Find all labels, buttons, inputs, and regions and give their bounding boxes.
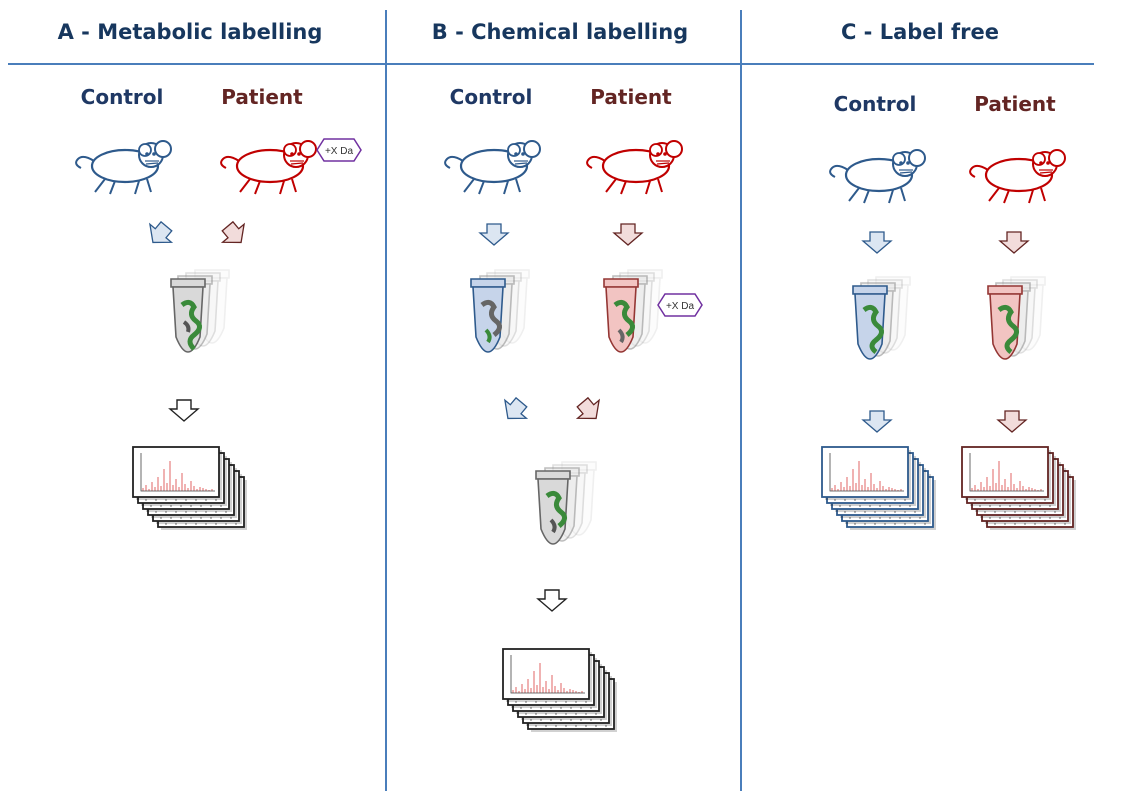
panel-c-patient-ms-arrow: [997, 410, 1027, 433]
panel-a-tube: [170, 269, 230, 353]
panel-b-mass-tag: +X Da: [657, 293, 703, 317]
panel-a-control-label: Control: [80, 85, 164, 109]
panel-c-patient-tube: [987, 276, 1046, 360]
panel-b-control-label: Control: [449, 85, 533, 109]
panel-c-control-spectra-stack: [821, 446, 936, 530]
panel-a-spectra-stack: [132, 446, 247, 530]
panel-b-patient-label: Patient: [590, 85, 672, 109]
panel-b-spectra-stack: [502, 648, 617, 732]
panel-a-ms-arrow: [169, 399, 199, 422]
panel-b-patient-arrow: [613, 223, 643, 246]
panel-a-control-arrow: [141, 216, 178, 253]
panel-a-patient-label: Patient: [221, 85, 303, 109]
panel-b-title: B - Chemical labelling: [431, 20, 689, 44]
panel-b-pooled-tube: [535, 461, 597, 545]
panel-a-title: A - Metabolic labelling: [57, 20, 323, 44]
panel-c-control-tube: [852, 276, 911, 360]
panel-divider-bc: [740, 10, 742, 791]
panel-a-control-mouse: [74, 139, 173, 196]
panel-b-control-arrow: [479, 223, 509, 246]
panel-b-ms-arrow: [537, 589, 567, 612]
panel-a-patient-mouse: [219, 139, 318, 196]
panel-b-mass-tag-text: +X Da: [666, 301, 695, 312]
panel-c-title: C - Label free: [840, 20, 1000, 44]
panel-c-patient-arrow: [999, 231, 1029, 254]
panel-b-patient-mouse: [585, 139, 684, 196]
panel-divider-ab: [385, 10, 387, 791]
panel-a-patient-arrow: [216, 216, 253, 253]
panel-a-mass-tag: +X Da: [316, 138, 362, 162]
panel-c-control-arrow: [862, 231, 892, 254]
panel-c-patient-spectra-stack: [961, 446, 1076, 530]
panel-a-mass-tag-text: +X Da: [325, 146, 354, 157]
panel-c-patient-mouse: [968, 148, 1067, 205]
panel-b-control-tube: [470, 269, 530, 353]
panel-b-patient-tube: [603, 269, 663, 353]
header-divider: [8, 63, 1094, 65]
panel-b-control-merge-arrow: [496, 392, 533, 429]
panel-c-control-ms-arrow: [862, 410, 892, 433]
panel-b-patient-merge-arrow: [571, 392, 608, 429]
panel-b-control-mouse: [443, 139, 542, 196]
panel-c-patient-label: Patient: [974, 92, 1056, 116]
panel-c-control-mouse: [828, 148, 927, 205]
panel-c-control-label: Control: [833, 92, 917, 116]
